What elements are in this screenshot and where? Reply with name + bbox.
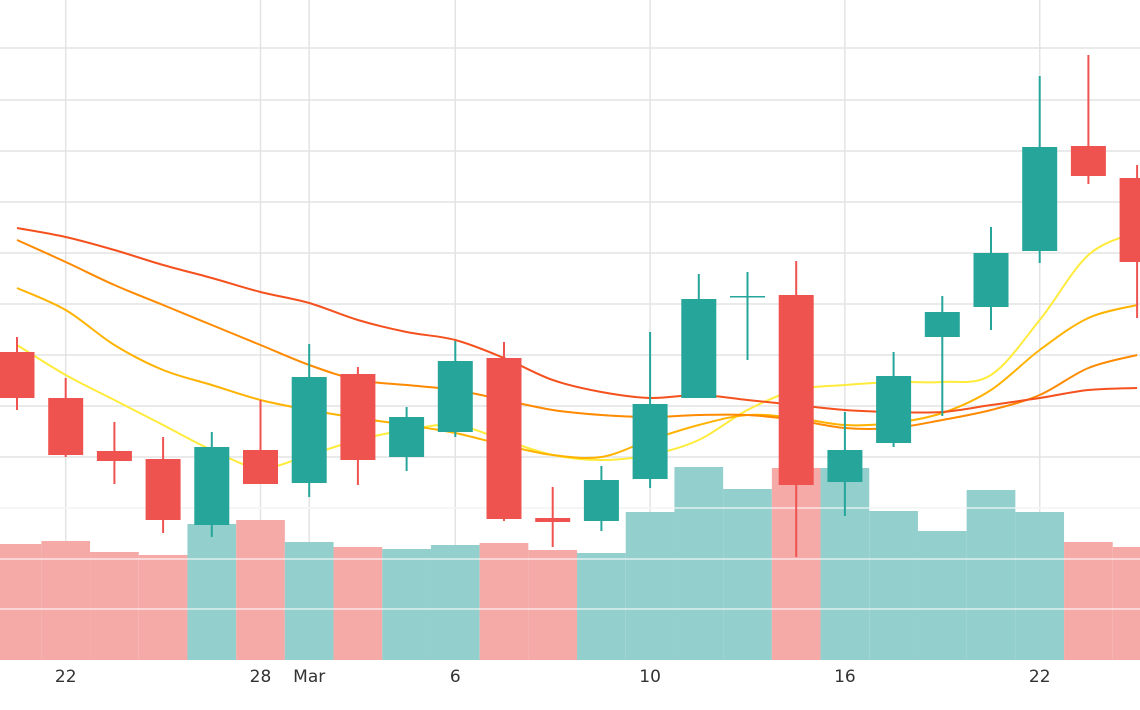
candle-body xyxy=(340,374,376,460)
volume-bar xyxy=(382,549,431,660)
volume-bar xyxy=(917,531,967,660)
volume-bar xyxy=(430,545,480,660)
candle-body xyxy=(924,312,960,337)
volume-bar xyxy=(236,520,285,660)
volume-bar xyxy=(187,524,237,660)
volume-bar xyxy=(333,547,383,660)
volume xyxy=(0,467,1140,660)
volume-bar xyxy=(1064,542,1113,660)
moving-average-line xyxy=(16,239,1138,430)
volume-bar xyxy=(284,542,334,660)
x-tick-label: 6 xyxy=(450,667,461,687)
candle-body xyxy=(243,450,278,484)
moving-average-line xyxy=(16,227,1138,414)
candle-body xyxy=(876,376,912,443)
candle-body xyxy=(96,451,132,461)
candle-body xyxy=(1070,146,1106,176)
candle-body xyxy=(583,480,619,521)
volume-bar xyxy=(0,544,42,660)
volume-bar xyxy=(1112,547,1140,660)
moving-averages xyxy=(16,227,1138,470)
volume-bar xyxy=(577,553,626,660)
candle-body xyxy=(778,295,814,485)
volume-bar xyxy=(479,543,529,660)
x-tick-label: 10 xyxy=(639,667,661,687)
candle-body xyxy=(730,296,765,298)
candles xyxy=(0,55,1140,557)
candle-body xyxy=(973,253,1009,307)
candle-body xyxy=(48,398,84,455)
candle-body xyxy=(291,377,327,483)
candle-body xyxy=(0,352,35,398)
candle-body xyxy=(1022,147,1058,251)
candle-body xyxy=(681,299,717,398)
candle-body xyxy=(535,518,571,522)
candle-body xyxy=(389,417,425,457)
volume-bar xyxy=(966,490,1016,660)
x-tick-label: 16 xyxy=(834,667,856,687)
x-tick-label: 22 xyxy=(1029,667,1051,687)
volume-bar xyxy=(138,555,188,660)
volume-bar xyxy=(723,489,772,660)
volume-bar xyxy=(1015,512,1065,660)
candle-body xyxy=(437,361,473,432)
x-tick-label: 22 xyxy=(55,667,77,687)
candle-body xyxy=(194,447,230,525)
volume-bar xyxy=(90,552,139,660)
candle-body xyxy=(827,450,863,482)
x-tick-label: 28 xyxy=(250,667,272,687)
volume-bar xyxy=(41,541,91,660)
volume-bar xyxy=(528,550,578,660)
volume-bar xyxy=(674,467,724,660)
x-tick-label: Mar xyxy=(293,667,325,687)
candle-body xyxy=(632,404,668,479)
candle-body xyxy=(145,459,181,520)
volume-bar xyxy=(869,511,918,660)
x-axis: 22 28 Mar 6 10 16 22 xyxy=(55,667,1051,687)
candle-body xyxy=(486,358,522,519)
candle-body xyxy=(1119,178,1140,262)
volume-bar xyxy=(625,512,675,660)
